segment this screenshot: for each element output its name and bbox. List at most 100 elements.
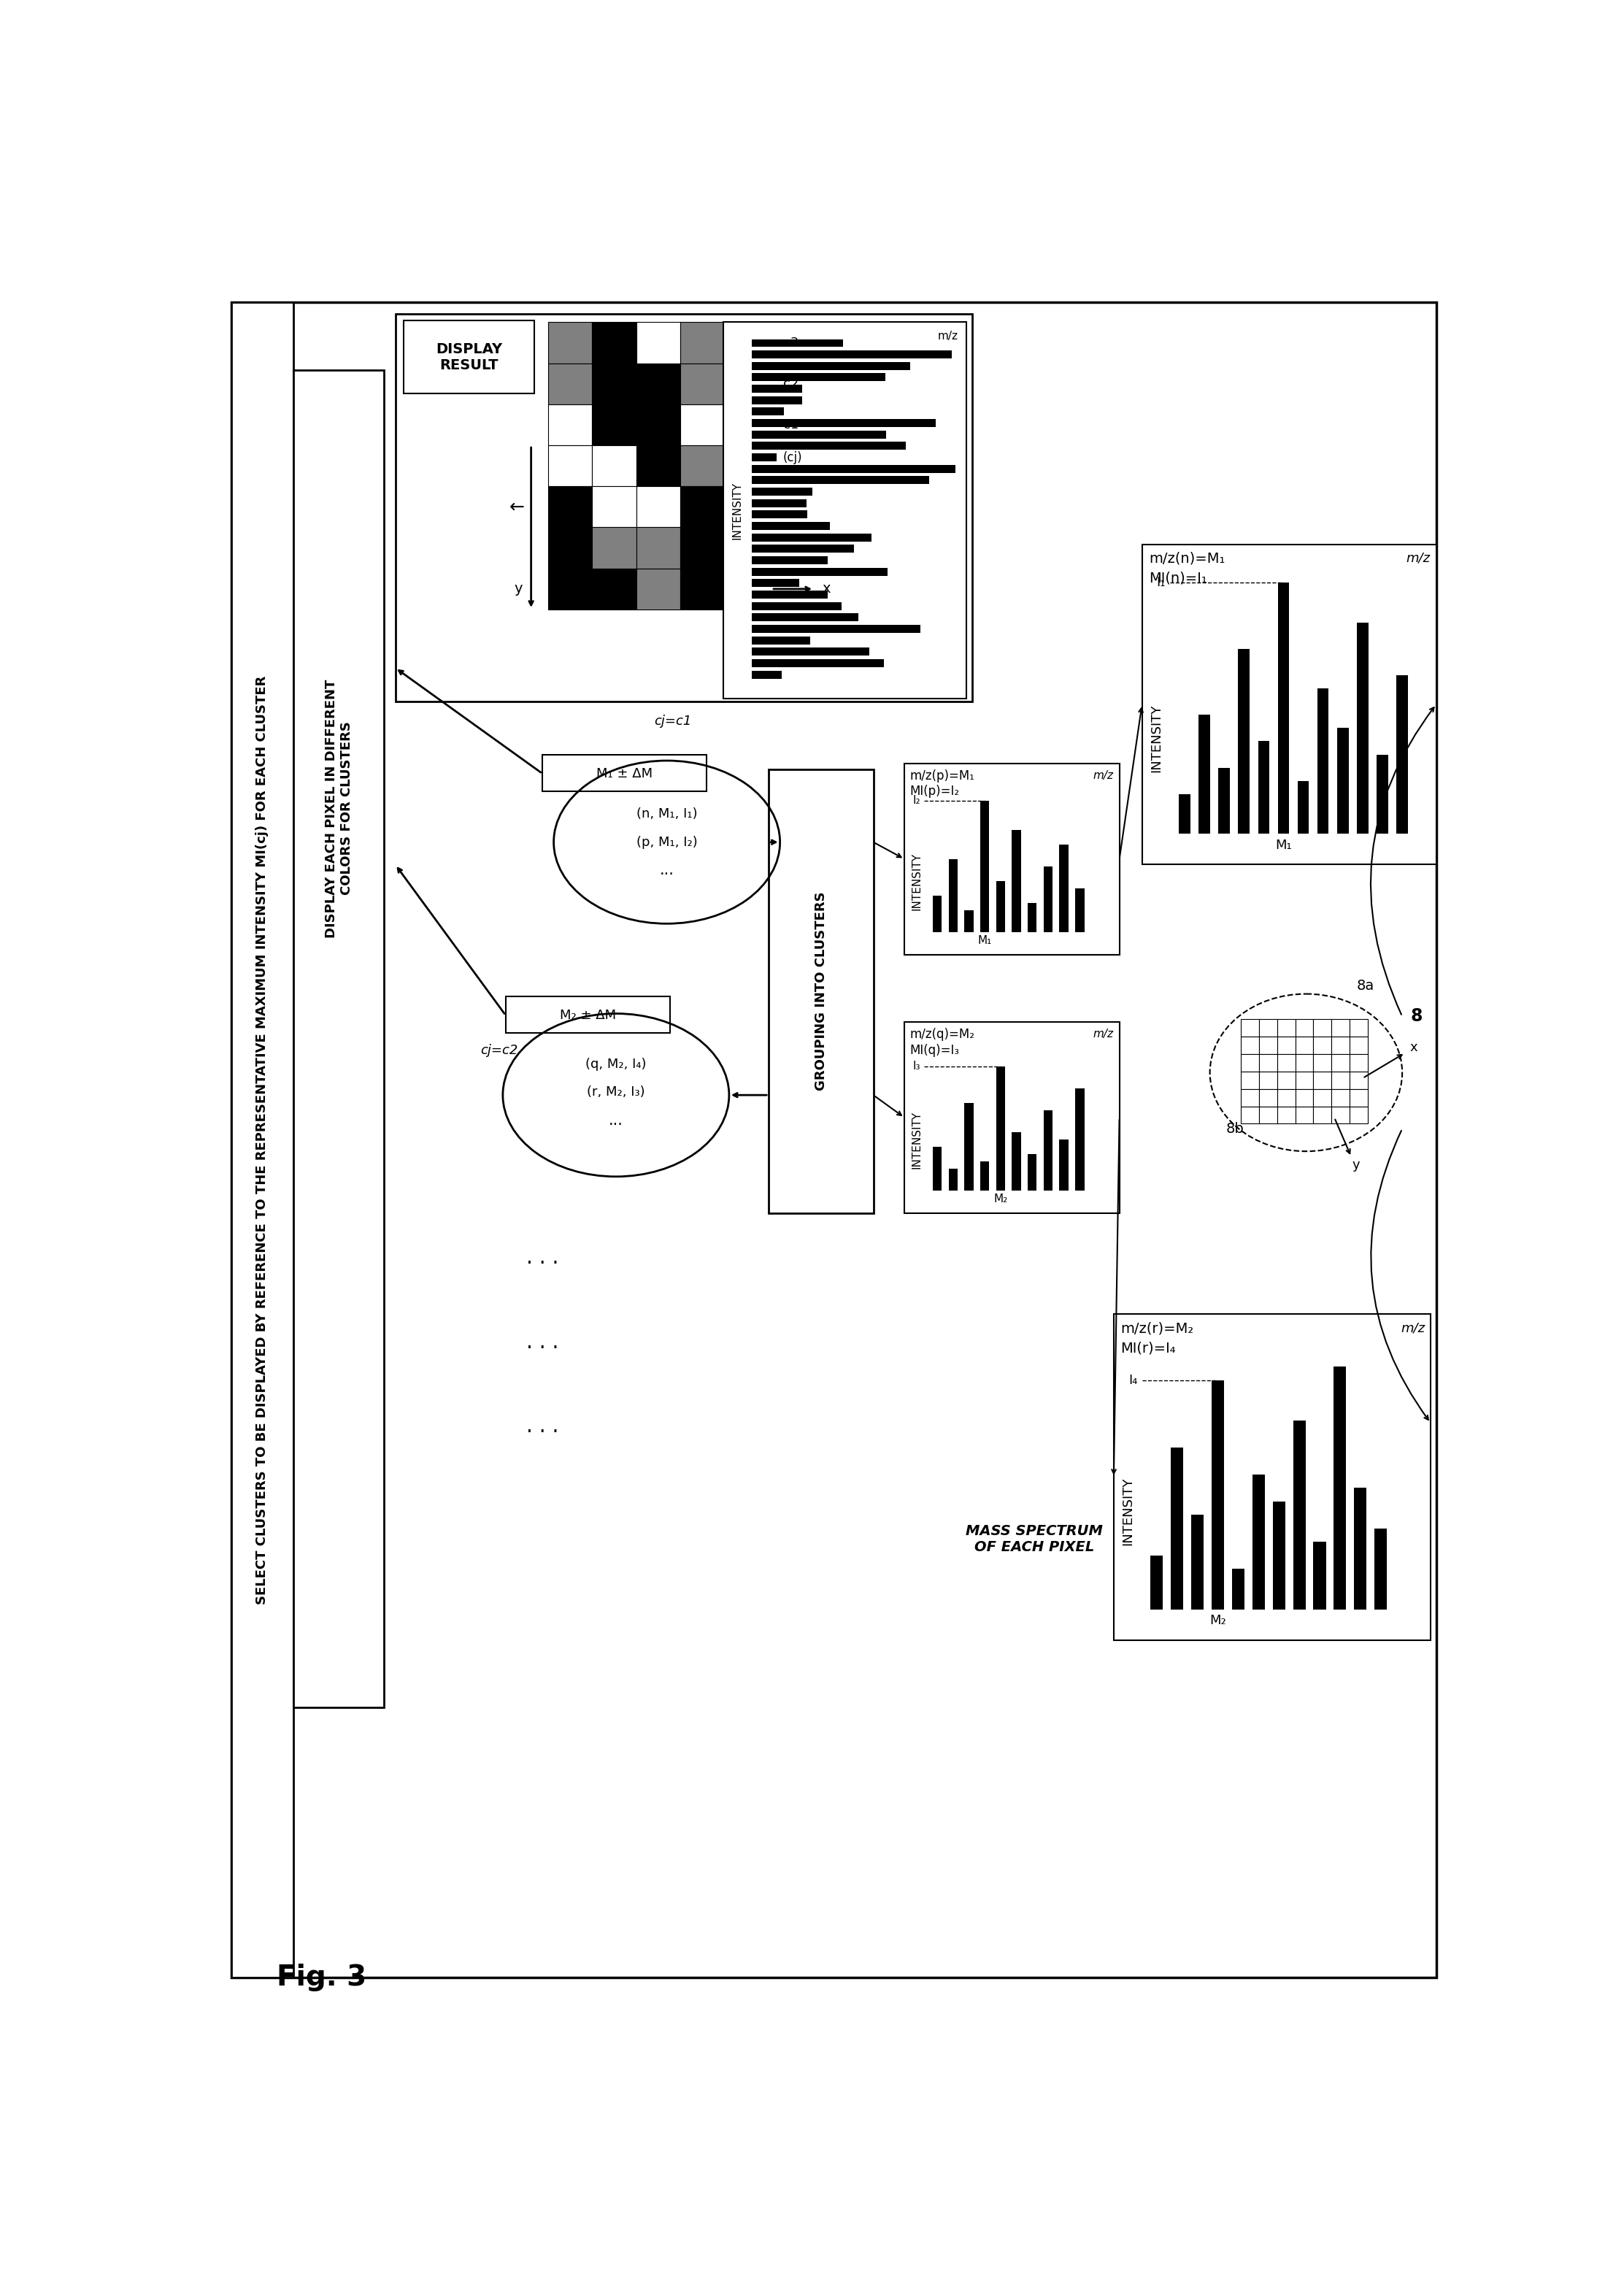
Text: GROUPING INTO CLUSTERS: GROUPING INTO CLUSTERS (815, 892, 828, 1091)
Text: INTENSITY: INTENSITY (1121, 1477, 1135, 1546)
Bar (593, 528, 637, 569)
Bar (542, 755, 706, 791)
Text: m/z: m/z (1406, 551, 1431, 565)
Bar (1332, 1107, 1350, 1123)
Text: cj=c1: cj=c1 (654, 716, 692, 727)
Bar (1199, 716, 1210, 835)
Bar (1350, 1020, 1367, 1036)
Text: (q, M₂, I₄): (q, M₂, I₄) (586, 1057, 646, 1070)
Bar (752, 567, 888, 576)
Bar (981, 1162, 989, 1192)
Bar (1350, 1089, 1367, 1107)
Bar (1332, 1054, 1350, 1073)
Bar (965, 910, 973, 933)
Text: M₂: M₂ (994, 1194, 1007, 1205)
Bar (752, 647, 869, 656)
Bar (1296, 1036, 1314, 1054)
Bar (724, 446, 768, 487)
Bar (1354, 1489, 1366, 1610)
Bar (1293, 1420, 1306, 1610)
Text: MI(p)=I₂: MI(p)=I₂ (909, 784, 960, 798)
Text: (cj): (cj) (783, 451, 802, 464)
Text: m/z(r)=M₂: m/z(r)=M₂ (1121, 1322, 1194, 1336)
Text: m/z: m/z (1400, 1322, 1424, 1336)
Bar (1314, 1036, 1332, 1054)
Bar (505, 997, 669, 1034)
Bar (593, 487, 637, 528)
Bar (752, 579, 799, 588)
Bar (948, 1169, 958, 1192)
Text: m/z(q)=M₂: m/z(q)=M₂ (909, 1027, 974, 1041)
Text: (p, M₁, I₂): (p, M₁, I₂) (637, 835, 697, 848)
Text: DISPLAY
RESULT: DISPLAY RESULT (435, 343, 502, 373)
Bar (752, 521, 830, 531)
Bar (1332, 1036, 1350, 1054)
Bar (1241, 1036, 1259, 1054)
Bar (1142, 544, 1436, 864)
Bar (752, 556, 828, 565)
Bar (593, 405, 637, 446)
Bar (1252, 1475, 1265, 1610)
Bar (1314, 1107, 1332, 1123)
Bar (724, 487, 768, 528)
Bar (1075, 887, 1085, 933)
Bar (395, 313, 973, 702)
Bar (1237, 650, 1249, 835)
Bar (724, 569, 768, 608)
Bar (752, 670, 781, 679)
Text: (r, M₂, I₃): (r, M₂, I₃) (586, 1086, 645, 1098)
Bar (1179, 794, 1190, 835)
Bar (637, 405, 680, 446)
Text: INTENSITY: INTENSITY (732, 483, 744, 540)
Text: 8: 8 (1411, 1009, 1423, 1025)
Text: Fig. 3: Fig. 3 (276, 1965, 367, 1992)
Text: ...: ... (659, 862, 674, 878)
Bar (637, 322, 680, 364)
Text: MI(r)=I₄: MI(r)=I₄ (1121, 1340, 1176, 1354)
Bar (547, 487, 593, 528)
Bar (1044, 1109, 1052, 1192)
Text: m/z: m/z (1093, 771, 1114, 782)
Bar (1350, 1054, 1367, 1073)
Bar (404, 320, 534, 393)
Bar (768, 768, 874, 1212)
Bar (1350, 1073, 1367, 1089)
Bar (752, 510, 807, 519)
Bar (905, 764, 1119, 954)
Bar (724, 364, 768, 405)
Bar (1278, 583, 1289, 835)
Bar (1059, 1139, 1069, 1192)
Bar (1332, 1020, 1350, 1036)
Bar (637, 487, 680, 528)
Bar (680, 446, 724, 487)
Bar (752, 407, 783, 416)
Bar (1259, 1073, 1276, 1089)
Bar (724, 322, 768, 364)
Bar (547, 569, 593, 608)
Bar (1276, 1073, 1296, 1089)
Text: ...: ... (609, 1114, 624, 1127)
Text: . . .: . . . (526, 1331, 559, 1352)
Bar (231, 302, 294, 1978)
Bar (752, 464, 955, 473)
Text: m/z(p)=M₁: m/z(p)=M₁ (909, 768, 974, 782)
Bar (1350, 1107, 1367, 1123)
Bar (1276, 1107, 1296, 1123)
Bar (752, 601, 841, 611)
Bar (752, 441, 906, 451)
Text: . . .: . . . (526, 1416, 559, 1436)
Bar (948, 860, 958, 933)
Bar (724, 405, 768, 446)
Bar (752, 476, 929, 485)
Text: 8b: 8b (1226, 1123, 1244, 1137)
Bar (547, 446, 593, 487)
Bar (1350, 1036, 1367, 1054)
Text: SELECT CLUSTERS TO BE DISPLAYED BY REFERENCE TO THE REPRESENTATIVE MAXIMUM INTEN: SELECT CLUSTERS TO BE DISPLAYED BY REFER… (257, 675, 270, 1605)
Bar (1296, 1073, 1314, 1089)
Bar (1317, 688, 1328, 835)
Text: (n, M₁, I₁): (n, M₁, I₁) (637, 807, 697, 821)
Text: . . .: . . . (526, 1249, 559, 1269)
Text: m/z: m/z (937, 332, 958, 341)
Bar (1296, 1107, 1314, 1123)
Text: MI(n)=I₁: MI(n)=I₁ (1148, 572, 1207, 585)
